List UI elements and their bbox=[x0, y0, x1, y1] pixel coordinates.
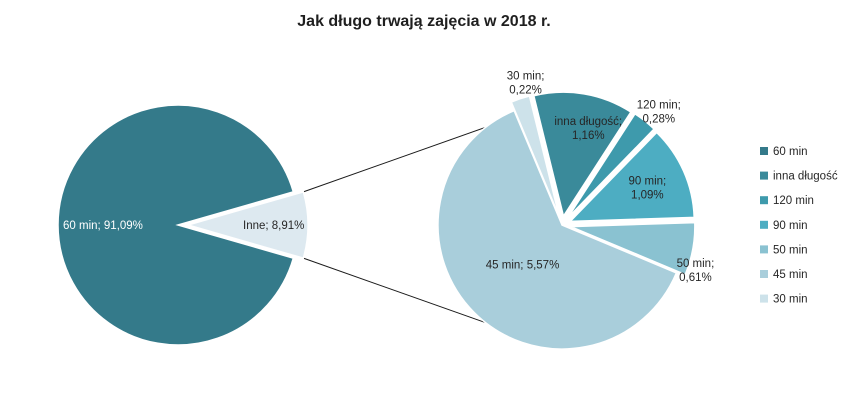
slice-120-min bbox=[566, 112, 656, 219]
legend-label-60-min: 60 min bbox=[773, 146, 808, 158]
legend-swatch-45-min bbox=[760, 270, 768, 278]
legend-label-inna-długość: inna długość bbox=[773, 171, 838, 183]
data-label-inne: Inne; 8,91% bbox=[243, 220, 304, 232]
legend-swatch-60-min bbox=[760, 147, 768, 155]
slice-45-min bbox=[437, 109, 678, 350]
slice-inna-długość bbox=[532, 91, 632, 218]
slice-90-min bbox=[568, 131, 695, 223]
legend-swatch-120-min bbox=[760, 196, 768, 205]
slice-50-min bbox=[570, 221, 696, 276]
legend-label-90-min: 90 min bbox=[773, 220, 808, 232]
legend-swatch-30-min bbox=[760, 294, 768, 303]
legend: 60 min inna długość 120 min 90 min 50 min 45 … bbox=[760, 146, 838, 306]
data-label-inna-długość: inna długość; 1,16% bbox=[554, 116, 622, 142]
secondary-pie: 45 min; 5,57% 30 min; 0,22% inna długość; 1,… bbox=[437, 71, 715, 350]
slice-60-min bbox=[57, 104, 295, 346]
legend-swatch-50-min bbox=[760, 245, 768, 254]
legend-swatch-90-min bbox=[760, 220, 768, 229]
data-label-45-min: 45 min; 5,57% bbox=[486, 259, 560, 271]
slice-30-min bbox=[510, 95, 560, 217]
legend-label-45-min: 45 min bbox=[773, 269, 808, 281]
connector-lines bbox=[303, 126, 486, 324]
legend-label-50-min: 50 min bbox=[773, 244, 808, 256]
connector-line-bottom bbox=[303, 257, 486, 324]
legend-swatch-inna-długość bbox=[760, 171, 768, 180]
connector-line-top bbox=[303, 126, 486, 193]
data-label-50-min: 50 min; 0,61% bbox=[677, 258, 715, 284]
data-label-120-min: 120 min; 0,28% bbox=[637, 100, 681, 126]
data-label-60-min: 60 min; 91,09% bbox=[63, 220, 143, 232]
data-label-90-min: 90 min; 1,09% bbox=[629, 175, 667, 201]
slice-inne bbox=[185, 190, 309, 260]
legend-label-120-min: 120 min bbox=[773, 195, 814, 207]
main-pie: 60 min; 91,09% Inne; 8,91% bbox=[57, 104, 309, 346]
chart-title: Jak długo trwają zajęcia w 2018 r. bbox=[297, 13, 550, 30]
data-label-30-min: 30 min; 0,22% bbox=[507, 71, 545, 97]
legend-label-30-min: 30 min bbox=[773, 294, 808, 306]
